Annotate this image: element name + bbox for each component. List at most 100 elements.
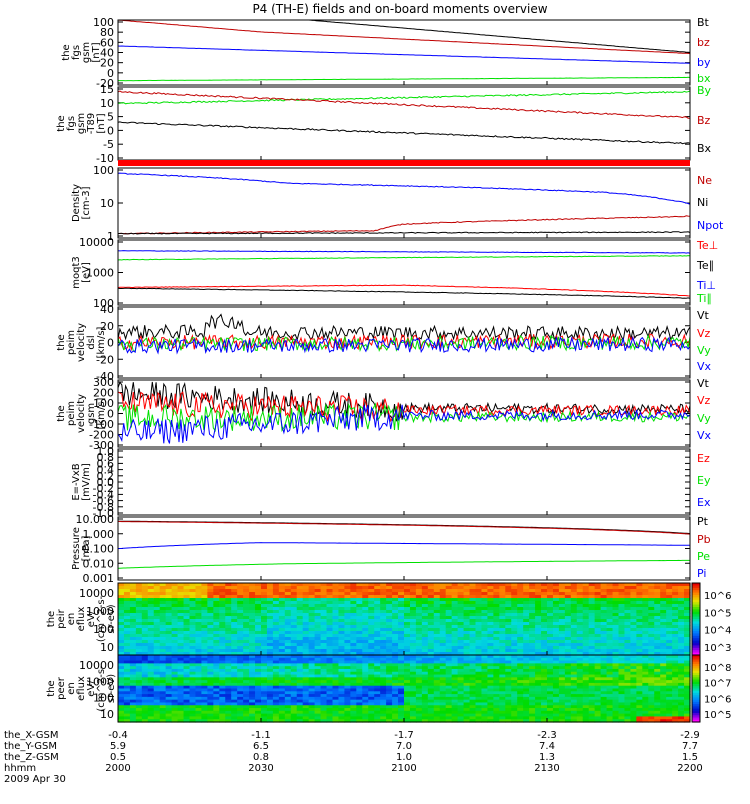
legend-entry: Vt: [697, 377, 710, 390]
series-line: [118, 173, 690, 204]
y-tick-label: 100: [93, 623, 114, 636]
y-tick-label: 20: [100, 320, 114, 333]
x-axis-tick-label: 2200: [677, 763, 702, 774]
y-tick-label: 1.000: [83, 528, 115, 541]
legend-entry: bz: [697, 36, 710, 49]
legend-entry: Ti∥: [696, 292, 712, 305]
legend-entry: Ni: [697, 196, 708, 209]
legend-entry: By: [697, 84, 712, 97]
colorbar-tick-label: 10^4: [704, 626, 731, 637]
y-tick-label: 10: [100, 197, 114, 210]
x-axis-tick-label: 2000: [105, 763, 130, 774]
legend-entry: Vy: [697, 412, 711, 425]
y-tick-label: 10: [100, 641, 114, 654]
series-line: [118, 122, 690, 144]
series-line: [118, 288, 690, 298]
colorbar-tick-label: 10^3: [704, 643, 731, 654]
legend-entry: Bz: [697, 114, 711, 127]
colorbar-tick-label: 10^7: [704, 679, 731, 690]
y-tick-label: 0.010: [83, 557, 115, 570]
legend-entry: Vy: [697, 344, 711, 357]
y-tick-label: 1000: [86, 267, 114, 280]
panel-frame: [118, 517, 690, 580]
legend-entry: Ne: [697, 174, 712, 187]
spectrogram: [118, 655, 691, 723]
x-axis-tick-label: 5.9: [110, 741, 126, 752]
y-tick-label: 0: [107, 337, 114, 350]
series-line: [118, 256, 690, 260]
y-tick-label: 5: [107, 111, 114, 124]
legend-entry: Bt: [697, 16, 710, 29]
x-axis-tick-label: 7.7: [682, 741, 698, 752]
series-line: [118, 77, 690, 80]
series-line: [118, 46, 690, 63]
legend-entry: Ey: [697, 474, 711, 487]
series-line: [118, 91, 690, 118]
legend-entry: Ez: [697, 452, 710, 465]
x-axis-tick-label: 1.5: [682, 752, 698, 763]
colorbar-tick-label: 10^6: [704, 694, 731, 705]
legend-entry: Vz: [697, 327, 711, 340]
colorbar-tick-label: 10^8: [704, 663, 731, 674]
panel-7: E=-VxB[mV/m]1.00.80.60.40.20.0-0.2-0.4-0…: [71, 445, 711, 520]
x-axis-tick-label: -1.7: [394, 730, 414, 741]
x-axis-tick-label: -1.1: [251, 730, 271, 741]
panel-frame: [118, 168, 690, 238]
series-line: [118, 543, 690, 549]
y-tick-label: 0: [107, 124, 114, 137]
x-axis-row-label: the_X-GSM: [4, 730, 58, 741]
x-axis-row-label: hhmm: [4, 763, 36, 774]
x-axis-row-label: the_Z-GSM: [4, 752, 59, 763]
legend-entry: Pb: [697, 533, 711, 546]
y-tick-label: 10: [100, 97, 114, 110]
y-tick-label: 100: [93, 692, 114, 705]
spectrogram: [118, 583, 691, 656]
y-tick-label: 100: [93, 164, 114, 177]
x-axis-tick-label: 0.5: [110, 752, 126, 763]
legend-entry: Te∥: [696, 259, 714, 272]
series-line: [118, 251, 690, 254]
series-line: [118, 216, 690, 234]
legend-entry: Ex: [697, 496, 711, 509]
panel-frame: [118, 449, 690, 515]
colorbar: 10^6 10^5 10^4 10^3: [692, 583, 731, 656]
y-tick-label: -5: [103, 138, 114, 151]
x-axis-tick-label: -2.3: [537, 730, 557, 741]
series-line: [118, 20, 690, 52]
x-axis-tick-label: 6.5: [253, 741, 269, 752]
colorbar-tick-label: 10^5: [704, 608, 731, 619]
series-line: [118, 521, 690, 534]
legend-entry: Vt: [697, 309, 710, 322]
chart-title: P4 (TH-E) fields and on-board moments ov…: [252, 2, 547, 16]
x-axis-tick-label: 7.0: [396, 741, 412, 752]
y-tick-label: 10000: [79, 659, 114, 672]
y-tick-label: 10000: [79, 587, 114, 600]
x-axis-row-label: the_Y-GSM: [4, 741, 57, 752]
x-axis-tick-label: 2100: [391, 763, 416, 774]
x-axis-tick-label: -0.4: [108, 730, 128, 741]
x-axis-tick-label: 2030: [248, 763, 273, 774]
y-axis-label: [mV/m]: [81, 463, 92, 501]
panel-8: Pressure[nPa]10.0001.0000.1000.0100.001P…: [71, 513, 711, 585]
x-axis-tick-label: 1.3: [539, 752, 555, 763]
legend-entry: by: [697, 56, 711, 69]
colorbar-tick-label: 10^6: [704, 591, 731, 602]
x-axis-row-label: 2009 Apr 30: [4, 774, 66, 785]
y-tick-label: -20: [96, 353, 114, 366]
colorbar-tick-label: 10^5: [704, 710, 731, 721]
legend-entry: Vx: [697, 360, 712, 373]
mode-bar: [118, 160, 690, 166]
series-line: [118, 560, 690, 568]
y-axis-label: [cm-3]: [81, 186, 92, 219]
y-tick-label: 40: [100, 303, 114, 316]
x-axis-tick-label: 2130: [534, 763, 559, 774]
